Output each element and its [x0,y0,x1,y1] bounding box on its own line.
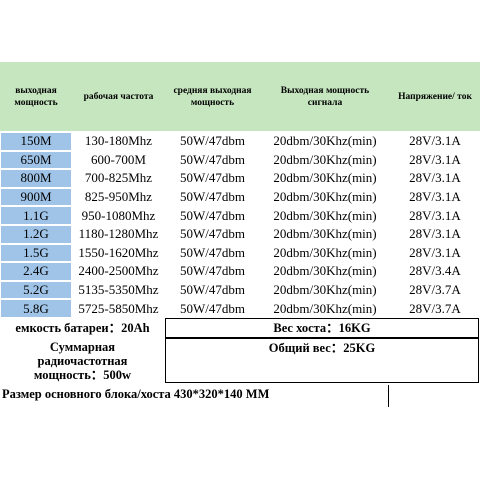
data-cell: 20dbm/30Khz(min) [273,170,377,186]
data-cell: 2400-2500Mhz [78,263,159,279]
header-cell: рабочая частота [72,62,165,131]
data-cell: 20dbm/30Khz(min) [273,189,377,205]
data-cell: 50W/47dbm [180,189,245,205]
data-cell: 600-700M [91,151,146,167]
data-cell: 20dbm/30Khz(min) [273,282,377,298]
data-cell: 20dbm/30Khz(min) [273,300,377,316]
power-cell: 900M [0,187,72,207]
data-cell: 20dbm/30Khz(min) [273,151,377,167]
data-cell: 20dbm/30Khz(min) [273,207,377,223]
data-cell: 20dbm/30Khz(min) [273,244,377,260]
power-cell: 5.2G [0,280,72,300]
data-cell: 28V/3.1A [409,151,461,167]
data-cell: 50W/47dbm [180,300,245,316]
header-cell: выходная мощность [0,62,72,131]
data-cell: 28V/3.1A [409,133,461,149]
data-cell: 50W/47dbm [180,263,245,279]
data-cell: 50W/47dbm [180,151,245,167]
header-cell: средняя выходная мощность [165,62,260,131]
data-cell: 50W/47dbm [180,133,245,149]
data-cell: 1550-1620Mhz [78,244,159,260]
power-cell: 800M [0,169,72,188]
data-cell: 28V/3.7A [409,282,461,298]
data-cell: 5135-5350Mhz [78,282,159,298]
power-cell: 1.1G [0,206,72,225]
unit-size: Размер основного блока/хоста 430*320*140… [2,387,270,401]
data-cell: 20dbm/30Khz(min) [273,263,377,279]
divider [388,385,389,407]
data-cell: 950-1080Mhz [81,207,156,223]
data-cell: 50W/47dbm [180,226,245,242]
data-cell: 20dbm/30Khz(min) [273,133,377,149]
data-cell: 1180-1280Mhz [78,226,159,242]
data-cell: 5725-5850Mhz [78,300,159,316]
data-cell: 28V/3.1A [409,244,461,260]
data-cell: 20dbm/30Khz(min) [273,226,377,242]
total-weight: Общий вес：25KG [165,338,479,383]
data-cell: 50W/47dbm [180,170,245,186]
data-cell: 50W/47dbm [180,282,245,298]
data-cell: 28V/3.1A [409,226,461,242]
power-cell: 150M [0,132,72,151]
data-cell: 28V/3.1A [409,170,461,186]
power-cell: 1.2G [0,225,72,244]
data-cell: 50W/47dbm [180,244,245,260]
total-rf-power: Суммарная радиочастотная мощность：500w [33,340,132,382]
battery-capacity: емкость батареи：20Ah [15,321,150,335]
data-cell: 825-950Mhz [84,189,153,205]
data-cell: 28V/3.1A [409,189,461,205]
power-cell: 2.4G [0,262,72,281]
header-cell: Напряжение/ ток [390,62,480,131]
power-cell: 650M [0,150,72,170]
power-cell: 5.8G [0,299,72,318]
power-cell: 1.5G [0,243,72,263]
host-weight: Вес хоста：16KG [165,318,479,338]
data-cell: 28V/3.1A [409,207,461,223]
data-cell: 28V/3.7A [409,300,461,316]
data-cell: 700-825Mhz [84,170,153,186]
header-cell: Выходная мощность сигнала [260,62,390,131]
data-cell: 130-180Mhz [84,133,153,149]
data-cell: 50W/47dbm [180,207,245,223]
data-cell: 28V/3.4A [409,263,461,279]
